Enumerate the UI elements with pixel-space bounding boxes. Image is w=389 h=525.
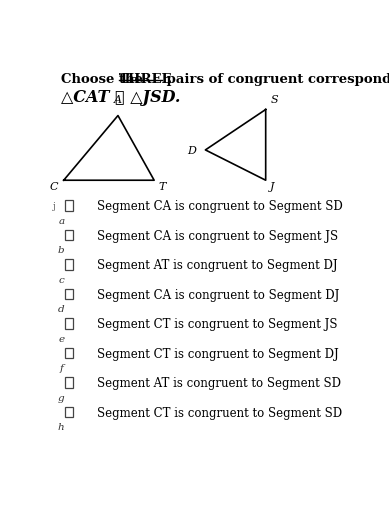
Bar [65,289,73,299]
Text: S: S [270,96,278,106]
Bar [65,318,73,329]
Text: Segment CT is congruent to Segment DJ: Segment CT is congruent to Segment DJ [97,348,338,361]
Text: b: b [58,246,65,255]
Bar [65,348,73,358]
Text: T: T [159,182,166,192]
Text: h: h [58,423,65,433]
Bar [65,201,73,211]
Bar [65,377,73,387]
Text: J: J [270,182,275,192]
Text: e: e [58,335,64,344]
Text: A: A [114,96,122,106]
Text: Segment CA is congruent to Segment DJ: Segment CA is congruent to Segment DJ [97,289,339,301]
Text: D: D [187,146,196,156]
Text: d: d [58,306,65,314]
Text: Choose the: Choose the [61,73,147,86]
Text: g: g [58,394,65,403]
Text: pairs of congruent corresponding sides.: pairs of congruent corresponding sides. [162,73,389,86]
Text: f: f [60,364,63,373]
Text: C: C [49,182,58,192]
Text: c: c [58,276,64,285]
Text: Segment CT is congruent to Segment JS: Segment CT is congruent to Segment JS [97,318,337,331]
Text: Segment AT is congruent to Segment SD: Segment AT is congruent to Segment SD [97,377,341,390]
Bar [65,259,73,270]
Bar [65,407,73,417]
Text: Segment CA is congruent to Segment SD: Segment CA is congruent to Segment SD [97,200,343,213]
Text: △CAT ≅ △JSD.: △CAT ≅ △JSD. [61,89,180,106]
Text: a: a [58,217,64,226]
Text: Segment CA is congruent to Segment JS: Segment CA is congruent to Segment JS [97,229,338,243]
Text: Segment AT is congruent to Segment DJ: Segment AT is congruent to Segment DJ [97,259,338,272]
Text: Segment CT is congruent to Segment SD: Segment CT is congruent to Segment SD [97,406,342,419]
Text: THREE: THREE [119,73,172,86]
Bar [65,230,73,240]
Text: j: j [53,202,56,211]
